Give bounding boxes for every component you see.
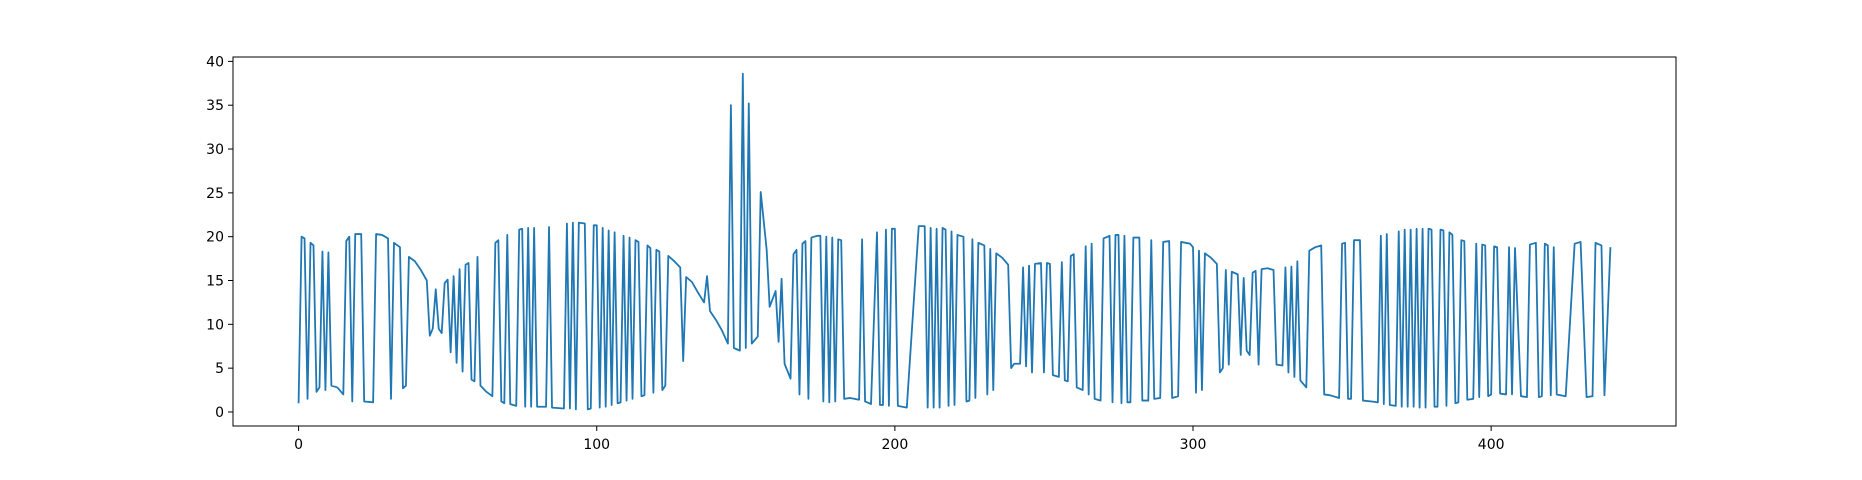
y-tick-label: 25: [206, 186, 224, 202]
x-tick-label: 300: [1180, 437, 1207, 453]
line: [297, 72, 1612, 411]
y-tick-label: 20: [206, 230, 224, 246]
y-tick-label: 15: [206, 274, 224, 290]
y-tick-label: 10: [206, 317, 224, 333]
y-tick-label: 35: [206, 98, 224, 114]
x-tick-label: 200: [882, 437, 909, 453]
axes-frame: [232, 56, 1677, 427]
y-tick-label: 5: [215, 361, 224, 377]
y-tick-label: 30: [206, 142, 224, 158]
x-tick-label: 0: [294, 437, 303, 453]
y-tick-label: 40: [206, 54, 224, 70]
y-tick-label: 0: [215, 405, 224, 421]
x-tick-label: 100: [583, 437, 610, 453]
x-tick-label: 400: [1478, 437, 1505, 453]
